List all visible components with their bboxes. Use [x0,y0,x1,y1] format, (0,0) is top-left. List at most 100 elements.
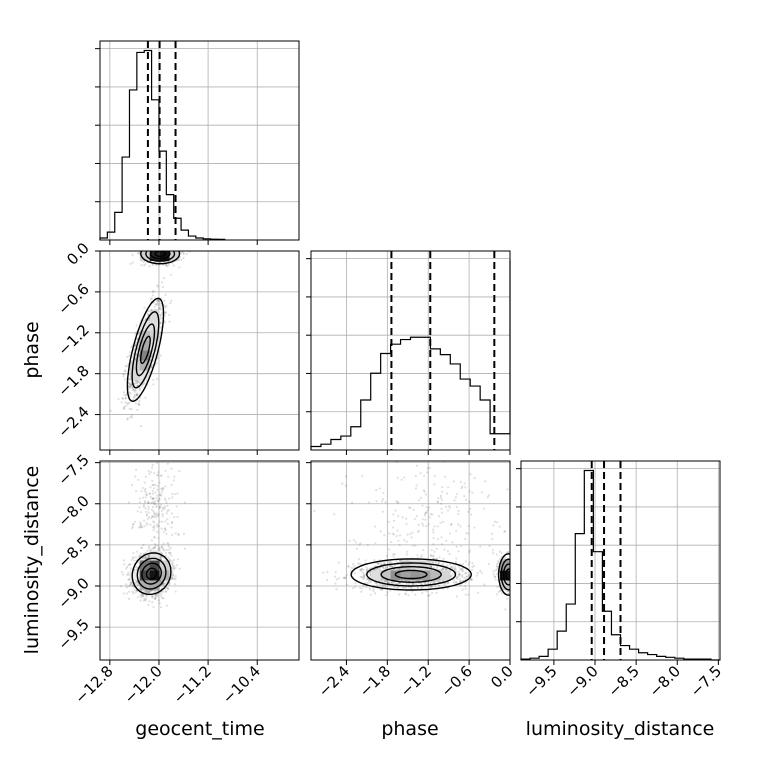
panel-phase-vs-luminosity_distance-sample-point [404,593,407,596]
panel-phase-vs-luminosity_distance-sample-point [365,568,369,571]
panel-geocent_time-vs-phase-density-cell [129,360,140,371]
panel-geocent_time-vs-luminosity_distance-sample-point [161,506,164,509]
panel-phase-vs-luminosity_distance-sample-point [372,587,375,591]
panel-phase-vs-luminosity_distance-sample-point [464,584,467,588]
panel-geocent_time-vs-luminosity_distance-sample-point [134,520,137,523]
panel-geocent_time-vs-phase-sample-point [163,321,166,324]
panel-geocent_time-vs-luminosity_distance-density-cell [139,560,150,571]
panel-phase-vs-luminosity_distance-sample-point [362,573,365,576]
panel-geocent_time-vs-phase-sample-point [138,387,141,390]
panel-phase-vs-luminosity_distance-sample-point [396,582,399,585]
panel-phase-vs-luminosity_distance-sample-point [411,590,414,593]
panel-phase-vs-luminosity_distance-sample-point [444,567,447,571]
panel-geocent_time-vs-phase-sample-point [128,401,131,404]
panel-geocent_time-vs-luminosity_distance-frame [99,460,300,661]
panel-geocent_time-vs-luminosity_distance-sample-point [167,583,171,586]
panel-geocent_time-vs-phase-sample-point [126,403,129,406]
panel-geocent_time-vs-phase-sample-point [156,299,160,303]
panel-geocent_time-vs-luminosity_distance-sample-point [170,526,173,529]
panel-geocent_time-vs-luminosity_distance-sample-point [161,547,164,550]
panel-geocent_time-vs-luminosity_distance-sample-point [170,521,173,524]
panel-phase-vs-luminosity_distance-sample-point [345,573,348,577]
panel-geocent_time-vs-phase-sample-point [165,304,168,308]
panel-phase-vs-luminosity_distance-sample-point [366,577,369,581]
panel-geocent_time-vs-luminosity_distance-sample-point [171,566,174,569]
panel-geocent_time-vs-luminosity_distance-sample-point [139,552,142,555]
panel-geocent_time-vs-phase-sample-point [137,380,140,383]
panel-geocent_time-vs-phase-sample-point [125,365,128,368]
panel-phase-vs-luminosity_distance-sample-point [386,580,389,583]
panel-phase-vs-luminosity_distance-sample-point [369,588,372,591]
panel-geocent_time-vs-luminosity_distance-sample-point [174,575,177,578]
panel-geocent_time-vs-luminosity_distance-sample-point [129,582,132,586]
panel-phase-vs-luminosity_distance-sample-point [363,574,366,578]
panel-phase-vs-luminosity_distance-sample-point [447,581,450,585]
panel-geocent_time-vs-luminosity_distance-sample-point [149,486,152,489]
panel-geocent_time-vs-luminosity_distance-sample-point [127,563,130,566]
panel-geocent_time-vs-luminosity_distance-density-cell [149,550,160,561]
panel-geocent_time-vs-luminosity_distance-sample-point [161,487,165,490]
panel-geocent_time-vs-luminosity_distance-sample-point [151,595,155,598]
panel-geocent_time-vs-luminosity_distance-sample-point [127,578,131,581]
panel-geocent_time-vs-phase-sample-point [142,382,145,386]
panel-geocent_time-vs-phase-contour-0-0 [140,335,151,364]
panel-geocent_time-vs-luminosity_distance-sample-point [166,518,169,521]
panel-geocent_time-vs-phase-sample-point [153,305,156,308]
panel-geocent_time-vs-phase-sample-point [138,389,141,392]
panel-phase-vs-luminosity_distance-sample-point [354,582,357,585]
panel-phase-vs-luminosity_distance-sample-point [410,586,413,589]
panel-phase-vs-luminosity_distance-sample-point [337,561,340,564]
panel-geocent_time-vs-phase-sample-point [160,281,164,284]
panel-phase-vs-luminosity_distance-sample-point [494,569,497,572]
panel-geocent_time-vs-phase-sample-point [162,276,166,280]
panel-geocent_time-vs-luminosity_distance-sample-point [163,507,166,510]
panel-phase-vs-luminosity_distance-sample-point [373,592,377,595]
panel-geocent_time-vs-phase-sample-point [143,382,146,385]
panel-geocent_time-vs-luminosity_distance-sample-point [157,548,160,551]
panel-phase-vs-luminosity_distance-sample-point [369,593,372,597]
panel-geocent_time-vs-luminosity_distance-sample-point [122,573,125,576]
panel-phase-vs-luminosity_distance-sample-point [353,564,356,568]
panel-phase-vs-luminosity_distance-sample-point [461,570,465,573]
panel-phase-vs-luminosity_distance-sample-point [434,584,437,588]
panel-phase-vs-luminosity_distance-sample-point [480,571,483,574]
panel-geocent_time-vs-phase-sample-point [157,304,160,307]
panel-phase-vs-luminosity_distance-sample-point [396,586,399,590]
panel-phase-vs-luminosity_distance-sample-point [493,575,496,578]
panel-geocent_time-vs-luminosity_distance-sample-point [163,527,167,530]
panel-geocent_time-vs-luminosity_distance-sample-point [157,537,160,540]
panel-phase-vs-luminosity_distance-sample-point [461,563,465,566]
panel-geocent_time-vs-luminosity_distance-sample-point [139,594,142,597]
panel-geocent_time-vs-luminosity_distance-sample-point [159,606,163,609]
panel-phase-vs-luminosity_distance-sample-point [455,571,458,574]
panel-phase-vs-luminosity_distance-sample-point [451,573,454,576]
panel-geocent_time-vs-luminosity_distance-sample-point [151,515,154,519]
panel-geocent_time-vs-phase-sample-point [147,309,151,312]
panel-geocent_time-vs-phase-sample-point [121,396,124,400]
panel-geocent_time-vs-phase-sample-point [150,297,153,300]
panel-geocent_time-vs-luminosity_distance-sample-point [166,587,169,590]
panel-geocent_time-vs-luminosity_distance-sample-point [170,554,173,557]
panel-geocent_time-vs-luminosity_distance-sample-point [170,483,173,487]
panel-phase-vs-luminosity_distance-sample-point [442,567,445,570]
panel-geocent_time-vs-luminosity_distance-sample-point [163,549,166,552]
panel-geocent_time-vs-phase-sample-point [134,402,137,405]
panel-geocent_time-vs-phase-sample-point [134,379,137,383]
panel-geocent_time-vs-luminosity_distance-sample-point [140,546,143,549]
panel-geocent_time-vs-phase-sample-point [117,398,120,401]
panel-geocent_time-vs-luminosity_distance-sample-point [150,595,154,598]
panel-geocent_time-vs-luminosity_distance-sample-point [147,555,150,558]
panel-phase-vs-luminosity_distance-sample-point [386,581,389,584]
panel-phase-vs-luminosity_distance-sample-point [354,586,357,589]
panel-geocent_time-vs-phase-sample-point [168,313,171,317]
panel-geocent_time-vs-luminosity_distance-sample-point [160,545,164,548]
panel-phase-vs-luminosity_distance-sample-point [344,576,347,579]
panel-geocent_time-vs-phase-sample-point [156,356,159,360]
panel-geocent_time-vs-luminosity_distance-sample-point [135,581,138,584]
panel-geocent_time-vs-luminosity_distance-sample-point [141,593,144,596]
hist-phase-step-line [310,260,511,450]
panel-phase-vs-luminosity_distance-sample-point [391,565,394,568]
panel-geocent_time-vs-phase-sample-point [164,306,167,309]
panel-geocent_time-vs-phase-sample-point [131,261,135,264]
panel-phase-vs-luminosity_distance-sample-point [464,593,467,596]
